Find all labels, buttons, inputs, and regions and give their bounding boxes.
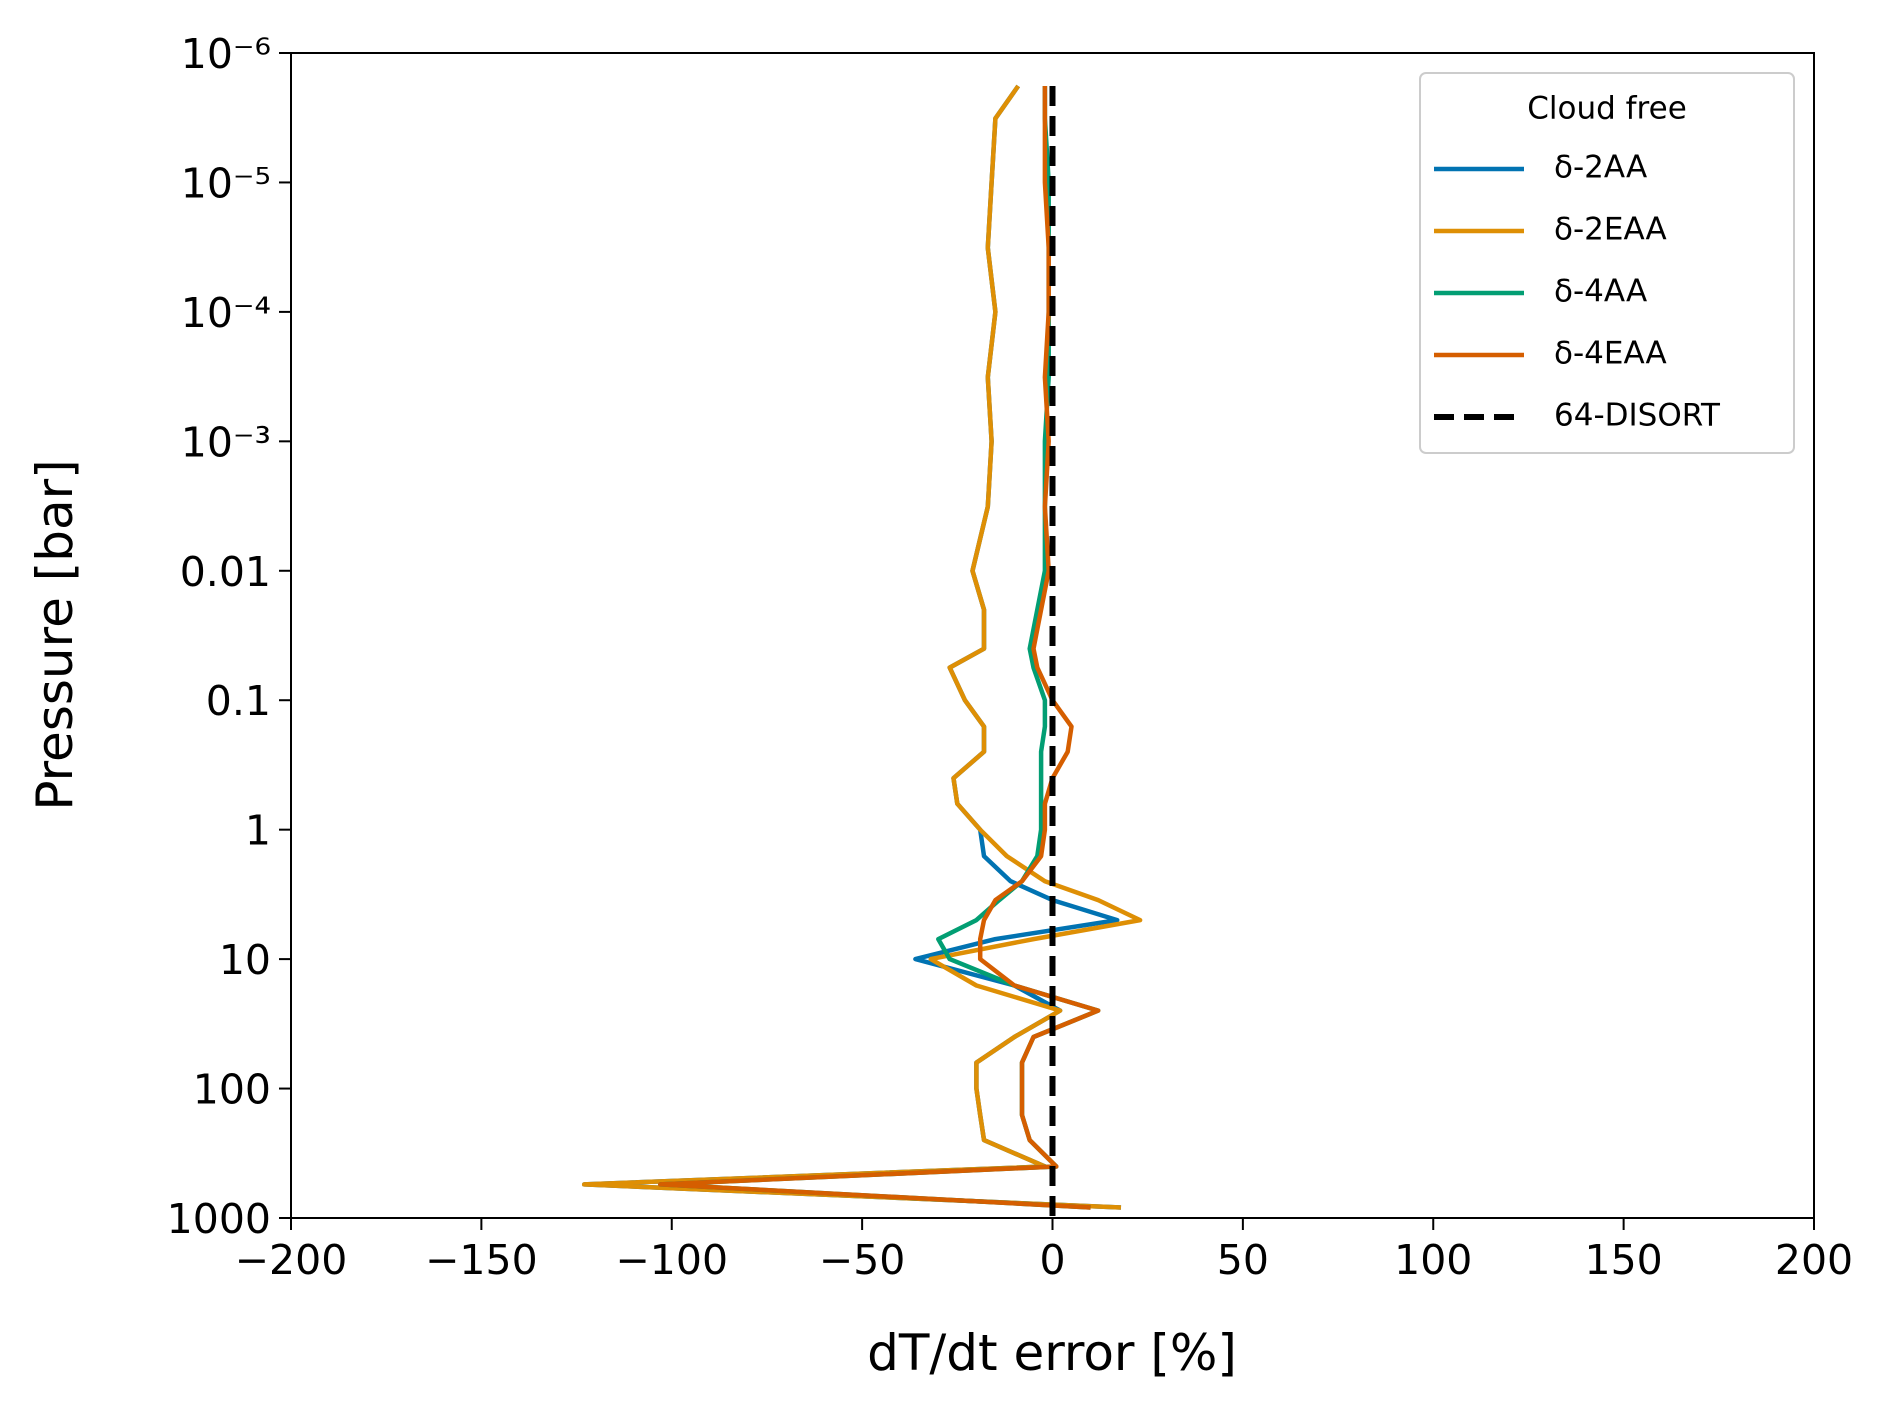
- y-tick-label: 10: [219, 936, 271, 984]
- x-tick-label: −50: [819, 1236, 906, 1284]
- legend-title: Cloud free: [1527, 91, 1687, 127]
- x-tick-label: 0: [1039, 1236, 1065, 1284]
- x-tick-label: 150: [1584, 1236, 1662, 1284]
- series-line: [581, 84, 1122, 1210]
- legend-label: δ-2AA: [1554, 150, 1647, 186]
- y-axis-label: Pressure [bar]: [26, 459, 84, 810]
- y-tick-label: 0.01: [180, 548, 271, 596]
- plot-frame: [290, 52, 1815, 1219]
- x-tick-label: −100: [615, 1236, 728, 1284]
- legend-label: 64-DISORT: [1554, 398, 1721, 434]
- y-tick-label: 1: [245, 807, 271, 855]
- legend-label: δ-2EAA: [1554, 212, 1667, 248]
- legend-label: δ-4AA: [1554, 274, 1647, 310]
- legend-label: δ-4EAA: [1554, 336, 1667, 372]
- x-axis-label: dT/dt error [%]: [867, 1324, 1237, 1382]
- series-line: [658, 86, 1101, 1210]
- x-tick-label: 50: [1217, 1236, 1269, 1284]
- y-tick-label: 10⁻⁶: [181, 30, 271, 78]
- x-tick-label: 200: [1775, 1236, 1853, 1284]
- x-tick-label: −200: [235, 1236, 348, 1284]
- y-tick-label: 10⁻³: [181, 418, 271, 466]
- series-line: [581, 84, 1143, 1210]
- x-tick-label: −150: [425, 1236, 538, 1284]
- y-tick-label: 10⁻⁴: [181, 289, 271, 337]
- legend: Cloud free δ-2AA δ-2EAA δ-4AA δ-4EAA 64-DISOR…: [1419, 72, 1795, 454]
- y-tick-label: 10⁻⁵: [181, 159, 271, 207]
- x-tick-label: 100: [1394, 1236, 1472, 1284]
- y-tick-label: 0.1: [206, 677, 271, 725]
- y-tick-label: 1000: [167, 1195, 271, 1243]
- legend-box: [1419, 72, 1795, 454]
- y-tick-label: 100: [193, 1066, 271, 1114]
